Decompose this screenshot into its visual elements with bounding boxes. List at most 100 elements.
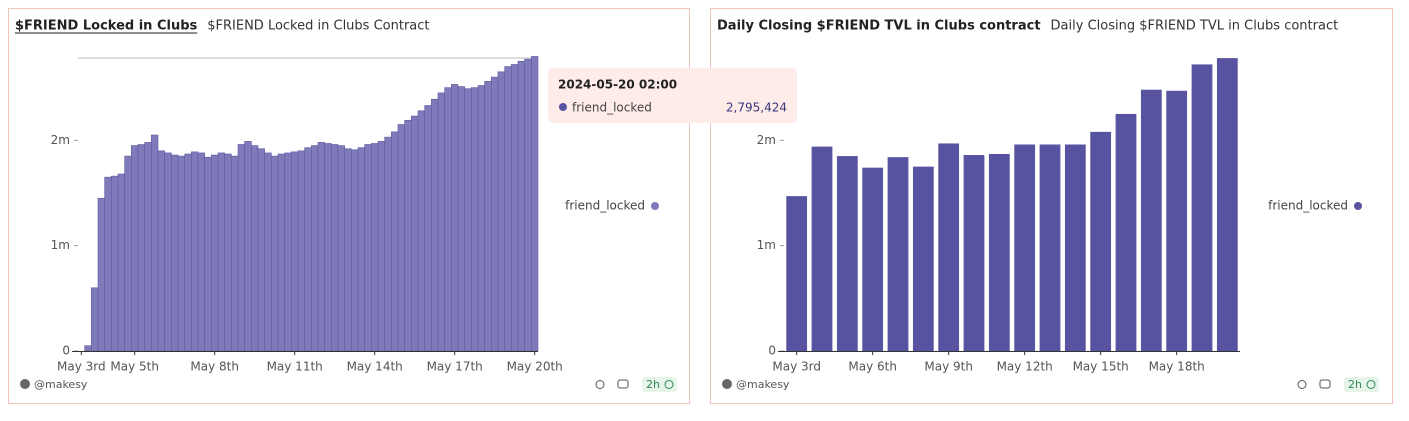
- y-tick-label: 0: [768, 344, 776, 358]
- bar: [431, 98, 439, 352]
- age: 2h: [1348, 378, 1362, 391]
- age: 2h: [646, 378, 660, 391]
- bar: [938, 143, 960, 351]
- bar: [171, 154, 179, 352]
- bar: [331, 144, 339, 352]
- y-tick-label: 1m: [51, 238, 70, 252]
- bar: [1014, 144, 1036, 351]
- y-tick-label: 0: [62, 344, 70, 358]
- bar: [357, 147, 365, 352]
- bar: [304, 147, 312, 352]
- x-tick-label: May 3rd: [772, 360, 821, 374]
- bar: [811, 146, 833, 351]
- bar: [244, 141, 252, 352]
- bar: [511, 64, 519, 352]
- bar: [411, 115, 419, 352]
- bar: [531, 56, 539, 352]
- bar: [337, 145, 345, 352]
- tooltip-series: friend_locked: [572, 101, 652, 115]
- legend-label: friend_locked: [1268, 199, 1348, 213]
- bar: [1064, 144, 1086, 351]
- bar: [391, 131, 399, 352]
- bar: [291, 151, 299, 352]
- author-avatar: [722, 379, 732, 389]
- bar: [297, 150, 305, 352]
- bar: [197, 152, 205, 352]
- x-tick-label: May 14th: [347, 360, 403, 374]
- legend-dot: [651, 202, 659, 210]
- bar: [264, 152, 272, 352]
- bar: [211, 154, 219, 352]
- bar: [963, 155, 985, 351]
- x-tick-label: May 9th: [924, 360, 973, 374]
- x-tick-label: May 11th: [267, 360, 323, 374]
- bar: [204, 156, 212, 352]
- author: @makesy: [34, 378, 88, 391]
- bar: [271, 155, 279, 352]
- refresh-icon: [1297, 380, 1307, 389]
- bar: [177, 155, 185, 352]
- chart-subtitle: Daily Closing $FRIEND TVL in Clubs contr…: [1051, 19, 1339, 34]
- x-tick-label: May 20th: [507, 360, 563, 374]
- author-avatar: [20, 379, 30, 389]
- bar: [377, 141, 385, 352]
- bar: [836, 156, 858, 351]
- camera-icon: [617, 379, 629, 389]
- bar: [237, 144, 245, 352]
- bar: [524, 58, 532, 352]
- y-tick-label: 2m: [757, 133, 776, 147]
- chart-title: $FRIEND Locked in Clubs: [15, 19, 198, 34]
- bar: [324, 143, 332, 352]
- tooltip-dot: [559, 103, 567, 111]
- bar: [257, 148, 265, 352]
- bar: [444, 87, 452, 352]
- bar: [151, 134, 159, 352]
- bar: [484, 80, 492, 352]
- bar: [164, 152, 172, 352]
- bar: [277, 153, 285, 352]
- tooltip-title: 2024-05-20 02:00: [558, 78, 677, 92]
- chart-subtitle: $FRIEND Locked in Clubs Contract: [207, 19, 429, 34]
- bar: [491, 76, 499, 352]
- bar: [397, 124, 405, 352]
- bar: [311, 145, 319, 352]
- bar: [404, 119, 412, 352]
- tooltip-value: 2,795,424: [726, 101, 787, 115]
- bar: [84, 345, 92, 352]
- bar: [351, 149, 359, 352]
- bar: [862, 167, 884, 351]
- bar: [1216, 58, 1238, 351]
- bar: [497, 71, 505, 352]
- bar: [224, 153, 232, 352]
- legend-dot: [1354, 202, 1362, 210]
- bar: [91, 287, 99, 352]
- bar: [1140, 89, 1162, 351]
- bar: [424, 105, 432, 352]
- bar: [988, 153, 1010, 351]
- bar: [1039, 144, 1061, 351]
- age-check: [664, 380, 674, 389]
- tooltip: [548, 68, 797, 123]
- x-tick-label: May 5th: [110, 360, 159, 374]
- bar: [517, 60, 525, 352]
- bar: [191, 151, 199, 352]
- author: @makesy: [736, 378, 790, 391]
- x-tick-label: May 6th: [848, 360, 897, 374]
- bar: [912, 166, 934, 351]
- bar: [384, 136, 392, 352]
- x-tick-label: May 17th: [427, 360, 483, 374]
- bar: [117, 173, 125, 352]
- chart-title: Daily Closing $FRIEND TVL in Clubs contr…: [717, 19, 1041, 34]
- x-tick-label: May 8th: [190, 360, 239, 374]
- bar: [137, 144, 145, 352]
- y-tick-label: 1m: [757, 238, 776, 252]
- x-tick-label: May 12th: [997, 360, 1053, 374]
- bar: [104, 176, 112, 352]
- bar: [344, 148, 352, 352]
- bar: [1115, 113, 1137, 351]
- x-tick-label: May 3rd: [57, 360, 106, 374]
- bar: [437, 92, 445, 352]
- y-tick-label: 2m: [51, 133, 70, 147]
- bar: [124, 155, 132, 352]
- bar: [251, 145, 259, 352]
